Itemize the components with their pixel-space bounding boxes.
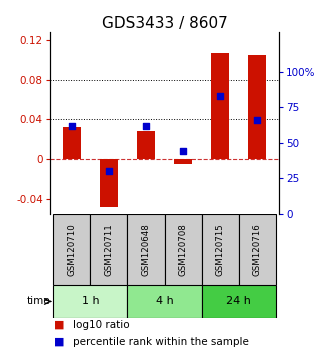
- Text: 24 h: 24 h: [226, 296, 251, 307]
- Text: GSM120711: GSM120711: [104, 223, 114, 276]
- Text: 4 h: 4 h: [156, 296, 173, 307]
- Bar: [137, 131, 155, 159]
- Text: time: time: [27, 296, 50, 307]
- Bar: [127, 285, 202, 318]
- Point: [180, 148, 186, 154]
- Text: GSM120648: GSM120648: [142, 223, 151, 276]
- Bar: [211, 53, 229, 159]
- Bar: [202, 214, 239, 285]
- Point: [143, 123, 149, 129]
- Title: GDS3433 / 8607: GDS3433 / 8607: [102, 16, 227, 31]
- Point: [255, 117, 260, 123]
- Bar: [165, 214, 202, 285]
- Bar: [91, 214, 127, 285]
- Point: [217, 93, 222, 99]
- Text: GSM120710: GSM120710: [67, 223, 76, 276]
- Text: GSM120716: GSM120716: [253, 223, 262, 276]
- Text: 1 h: 1 h: [82, 296, 99, 307]
- Text: percentile rank within the sample: percentile rank within the sample: [73, 337, 248, 347]
- Bar: [239, 214, 275, 285]
- Text: GSM120708: GSM120708: [178, 223, 187, 276]
- Bar: [248, 55, 266, 159]
- Bar: [127, 214, 165, 285]
- Bar: [63, 127, 81, 159]
- Text: ■: ■: [54, 337, 65, 347]
- Text: ■: ■: [54, 320, 65, 330]
- Text: log10 ratio: log10 ratio: [73, 320, 129, 330]
- Point: [107, 168, 112, 174]
- Bar: [202, 285, 275, 318]
- Bar: [100, 159, 118, 207]
- Bar: [54, 285, 127, 318]
- Point: [69, 123, 74, 129]
- Text: GSM120715: GSM120715: [215, 223, 225, 276]
- Bar: [54, 214, 91, 285]
- Bar: [174, 159, 192, 164]
